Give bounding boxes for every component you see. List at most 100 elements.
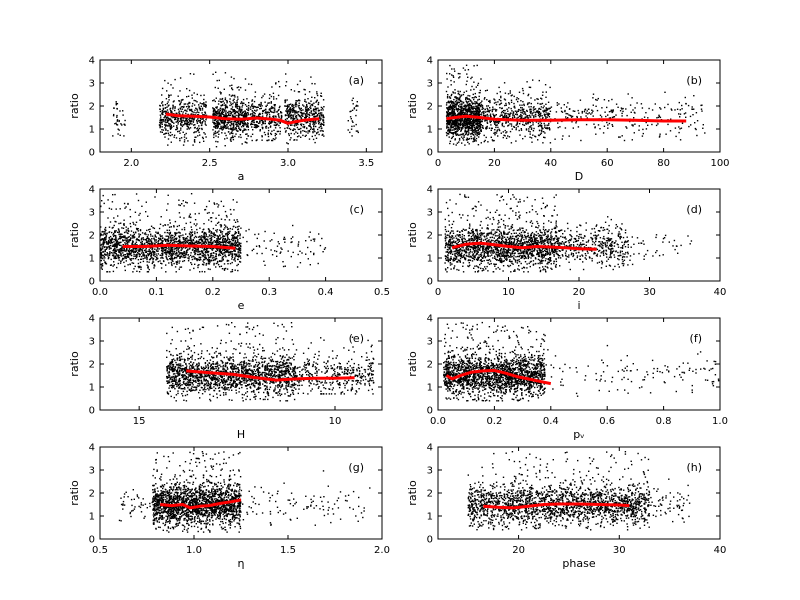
data-point — [138, 250, 140, 253]
data-point — [149, 228, 151, 230]
data-point — [630, 111, 632, 113]
data-point — [296, 122, 299, 124]
data-point — [198, 106, 200, 108]
data-point — [167, 144, 169, 146]
data-point — [638, 129, 640, 131]
data-point — [212, 112, 215, 114]
data-point — [118, 120, 120, 123]
data-point — [203, 132, 205, 134]
data-point — [268, 109, 270, 111]
data-point — [219, 229, 221, 231]
data-point — [455, 96, 457, 99]
data-point — [161, 121, 164, 123]
data-point — [530, 127, 533, 129]
data-point — [549, 128, 551, 130]
data-point — [515, 140, 517, 142]
data-point — [114, 257, 116, 260]
data-point — [289, 124, 292, 126]
data-point — [675, 135, 677, 138]
data-point — [111, 231, 113, 234]
data-point — [121, 124, 123, 126]
data-point — [469, 127, 471, 129]
data-point — [526, 110, 528, 112]
data-point — [221, 258, 223, 260]
data-point — [621, 112, 623, 115]
data-point — [537, 102, 539, 105]
data-point — [129, 252, 132, 255]
data-point — [215, 110, 217, 113]
data-point — [212, 259, 215, 262]
data-point — [275, 124, 278, 126]
data-point — [186, 88, 188, 90]
data-point — [225, 105, 227, 107]
data-point — [136, 253, 138, 256]
data-point — [289, 112, 291, 114]
data-point — [446, 78, 448, 80]
data-point — [446, 108, 449, 110]
data-point — [494, 129, 496, 131]
data-point — [466, 137, 468, 139]
data-point — [228, 112, 230, 114]
x-tick-label: 2.0 — [123, 158, 139, 169]
data-point — [220, 128, 223, 130]
data-point — [611, 124, 613, 126]
data-point — [508, 114, 510, 116]
data-point — [537, 114, 540, 117]
data-point — [226, 137, 228, 139]
data-point — [159, 237, 161, 240]
data-point — [544, 136, 546, 139]
data-point — [167, 243, 169, 245]
data-point — [693, 95, 695, 97]
data-point — [220, 92, 222, 94]
data-point — [221, 256, 224, 258]
data-point — [165, 119, 167, 121]
data-point — [687, 104, 690, 107]
data-point — [204, 112, 207, 114]
data-point — [139, 229, 142, 231]
data-point — [503, 82, 506, 84]
data-point — [485, 114, 487, 117]
data-point — [265, 108, 267, 110]
data-point — [645, 128, 648, 130]
data-point — [141, 240, 143, 243]
data-point — [247, 124, 249, 127]
data-point — [501, 107, 503, 109]
data-point — [116, 123, 118, 126]
data-point — [204, 123, 206, 125]
data-point — [458, 77, 460, 79]
data-point — [215, 217, 217, 219]
data-point — [126, 242, 128, 244]
data-point — [194, 235, 197, 238]
data-point — [221, 97, 224, 100]
data-point — [250, 123, 252, 126]
data-point — [200, 94, 202, 97]
data-point — [185, 119, 187, 122]
data-point — [103, 255, 105, 258]
data-point — [186, 96, 188, 98]
data-point — [679, 128, 681, 130]
data-point — [158, 248, 160, 250]
data-point — [213, 99, 215, 101]
data-point — [243, 121, 245, 123]
data-point — [301, 114, 303, 117]
data-point — [251, 123, 253, 125]
data-point — [611, 116, 614, 119]
data-point — [214, 126, 216, 128]
data-point — [309, 102, 311, 105]
data-point — [293, 110, 296, 112]
data-point — [172, 242, 174, 244]
data-point — [175, 261, 177, 263]
data-point — [278, 86, 281, 88]
data-point — [479, 124, 482, 126]
data-point — [262, 126, 264, 129]
data-point — [285, 85, 287, 87]
data-point — [215, 266, 217, 268]
data-point — [449, 73, 451, 75]
data-point — [308, 116, 310, 119]
data-point — [261, 127, 264, 130]
data-point — [458, 98, 460, 100]
data-point — [452, 76, 455, 78]
data-point — [604, 111, 606, 113]
data-point — [495, 114, 497, 116]
data-point — [201, 124, 203, 126]
